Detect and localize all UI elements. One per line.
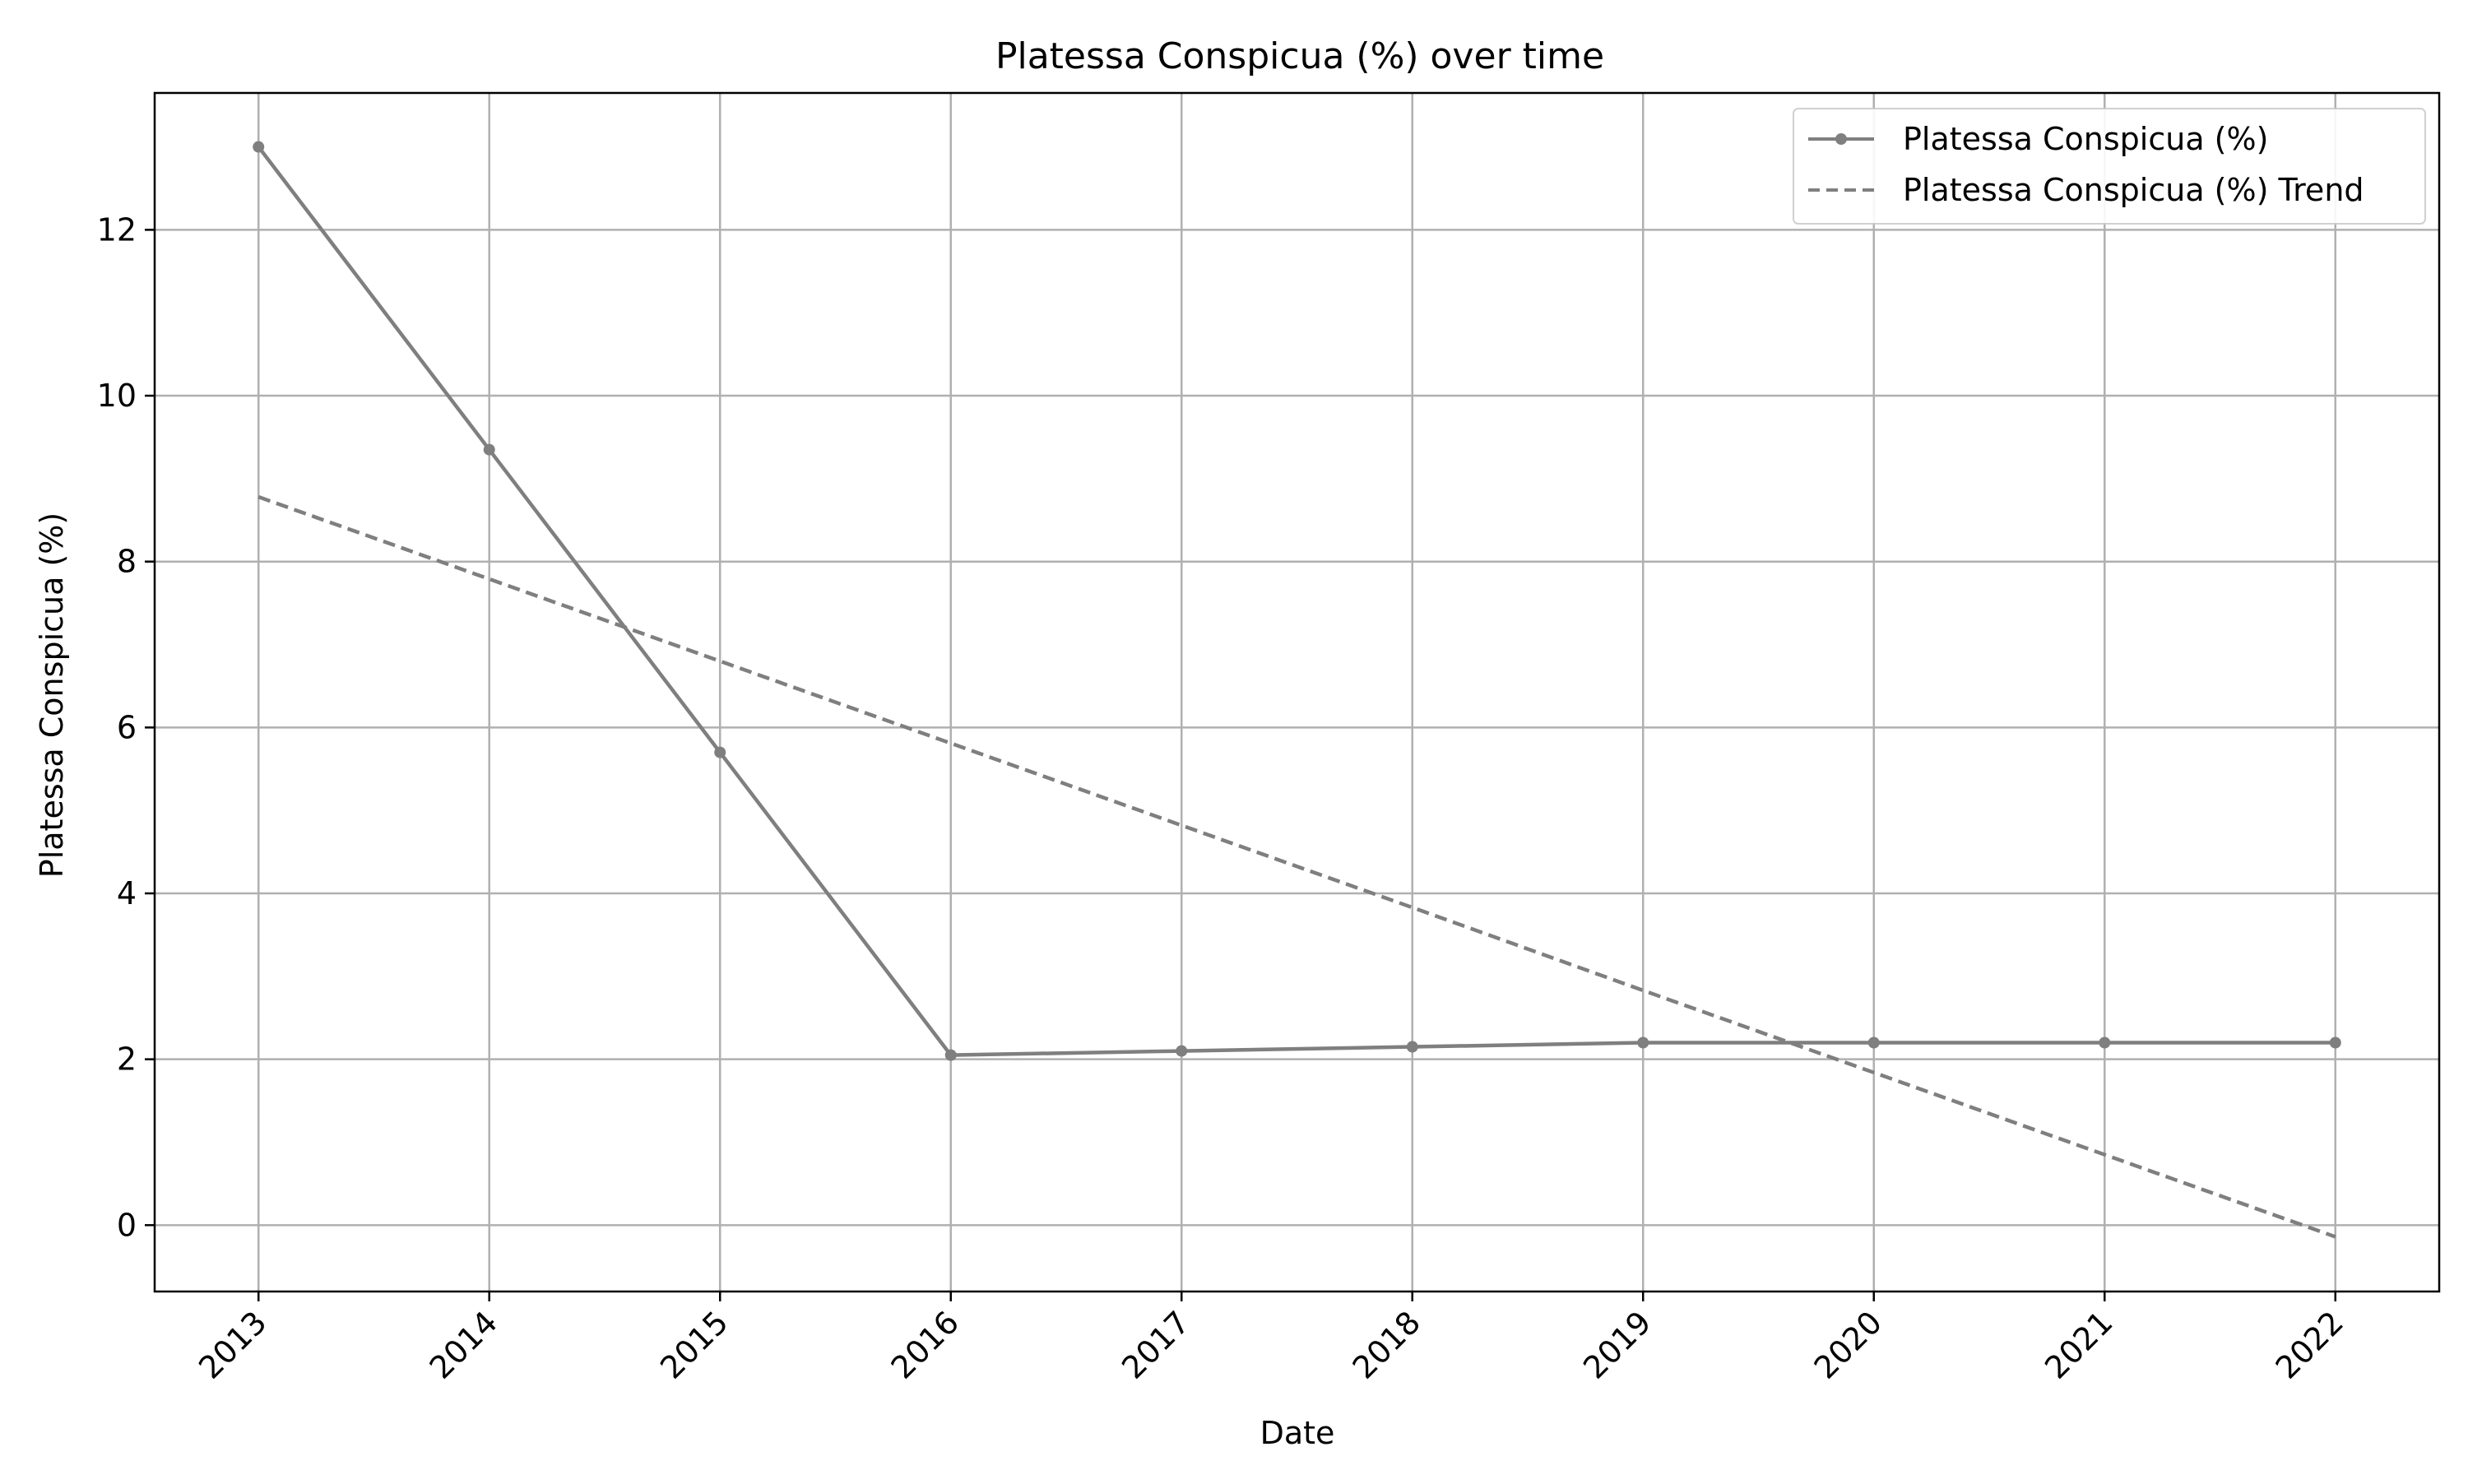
y-tick-label: 0 [117,1207,137,1243]
series-layer [253,141,2341,1239]
data-point [253,141,265,153]
data-point [1637,1036,1649,1049]
x-tick-label: 2014 [423,1304,505,1386]
legend-box [1793,108,2426,225]
y-tick-label: 8 [117,544,137,580]
x-tick-label: 2021 [2038,1304,2120,1386]
data-point [714,746,726,758]
y-axis: 0 2 4 6 8 10 12 [97,211,155,1243]
data-point [1176,1045,1188,1057]
series-line-2 [257,494,2336,1239]
y-tick-label: 2 [117,1041,137,1078]
legend-label-series-1: Platessa Conspicua (%) [1903,121,2268,157]
chart-title: Platessa Conspicua (%) over time [995,35,1604,77]
x-tick-label: 2016 [884,1304,967,1386]
data-point [483,443,495,456]
legend-marker-series-1 [1835,133,1847,145]
x-tick-label: 2017 [1115,1304,1197,1386]
y-tick-label: 4 [117,875,137,911]
data-point [2099,1036,2111,1049]
y-axis-label: Platessa Conspicua (%) [34,512,70,878]
grid [155,93,2439,1292]
data-point [1867,1036,1880,1049]
data-point [1406,1041,1418,1053]
x-tick-label: 2018 [1346,1304,1428,1386]
x-axis-label: Date [1260,1415,1335,1451]
legend: Platessa Conspicua (%) Platessa Conspicu… [1793,108,2426,225]
data-point [944,1049,957,1061]
y-tick-label: 6 [117,709,137,745]
y-tick-label: 10 [97,378,137,414]
x-tick-label: 2019 [1576,1304,1658,1386]
x-axis: 2013 2014 2015 2016 2017 2018 2019 2020 2021 2022 [192,1292,2350,1386]
x-tick-label: 2022 [2269,1304,2351,1386]
x-tick-label: 2013 [192,1304,274,1386]
data-point [2329,1036,2341,1049]
legend-label-series-2: Platessa Conspicua (%) Trend [1903,172,2364,208]
plot-frame [153,91,2441,1293]
x-tick-label: 2015 [653,1304,735,1386]
series-line-1 [257,146,2336,1057]
y-tick-label: 12 [97,211,137,248]
x-tick-label: 2020 [1807,1304,1890,1386]
